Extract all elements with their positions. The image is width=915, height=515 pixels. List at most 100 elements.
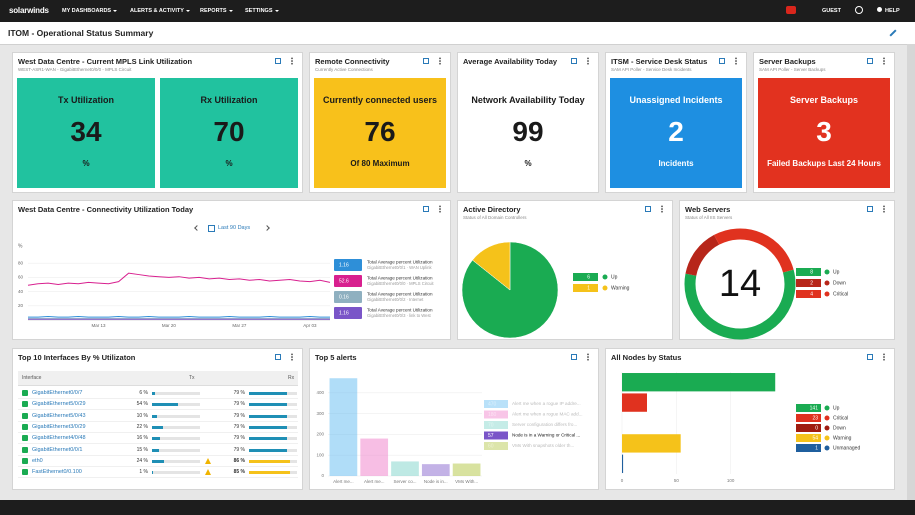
open-icon[interactable] (275, 58, 281, 64)
legend-value: 1.16 (339, 310, 349, 316)
menu-icon[interactable] (587, 57, 589, 65)
donut-segment (684, 269, 796, 340)
interface-icon (22, 469, 28, 476)
interface-link[interactable]: GigabitEthernet3/0/29 (32, 423, 86, 430)
widget-title: Top 5 alerts (315, 353, 357, 362)
interface-link[interactable]: GigabitEthernet0/0/7 (32, 390, 83, 396)
kpi-unit: % (225, 159, 233, 168)
row-divider (18, 454, 298, 456)
row-divider (18, 409, 298, 411)
menu-icon[interactable] (439, 57, 441, 65)
interface-icon (22, 435, 28, 442)
legend-value: 4 (810, 291, 813, 297)
legend-value: 1.16 (339, 262, 349, 268)
rx-bar (249, 403, 287, 407)
legend-swatch (796, 424, 821, 432)
bar (421, 464, 450, 476)
tx-bar (152, 403, 178, 407)
y-tick-label: 40 (18, 289, 24, 294)
legend-name: Total Average percent Utilization (367, 260, 433, 265)
open-icon[interactable] (423, 206, 429, 212)
search-icon[interactable] (855, 6, 863, 14)
menu-icon[interactable] (883, 205, 885, 213)
rx-label: 79 % (233, 446, 245, 453)
open-icon[interactable] (571, 354, 577, 360)
tx-label: 6 % (139, 390, 148, 396)
interface-link[interactable]: GigabitEthernet0/0/1 (32, 446, 83, 453)
menu-icon[interactable] (291, 353, 293, 361)
tx-bar (152, 448, 160, 452)
interface-link[interactable]: GigabitEthernet5/0/29 (32, 401, 86, 408)
column-header: Interface (22, 375, 42, 381)
legend-detail: GigabitEthernet0/0/2 · Internet (367, 297, 424, 302)
menu-icon[interactable] (883, 353, 885, 361)
help-link[interactable]: HELP (885, 8, 900, 14)
nav-menu[interactable]: ALERTS & ACTIVITY (130, 8, 184, 14)
period-picker[interactable]: Last 90 Days (218, 225, 251, 231)
open-icon[interactable] (867, 58, 873, 64)
rx-bar (249, 392, 287, 395)
x-tick-label: Server co... (393, 479, 416, 484)
nav-menu[interactable]: MY DASHBOARDS (62, 8, 112, 14)
interface-link[interactable]: eth0 (32, 457, 43, 464)
legend-label: VMs With snapshots older th... (512, 443, 574, 448)
legend-value: 6 (587, 274, 590, 280)
open-icon[interactable] (571, 58, 577, 64)
alert-badge[interactable] (786, 6, 796, 14)
user-menu[interactable]: GUEST (822, 8, 841, 14)
nav-menu[interactable]: SETTINGS (245, 8, 273, 14)
widget (309, 348, 599, 490)
widget-title: All Nodes by Status (611, 353, 682, 362)
tx-label: 22 % (136, 423, 148, 430)
kpi-tile (610, 78, 742, 188)
legend-value: 141 (810, 405, 819, 411)
widget-title: ITSM - Service Desk Status (611, 57, 708, 66)
bar (622, 434, 681, 453)
kpi-unit: % (524, 159, 532, 168)
bar-track (152, 471, 200, 475)
menu-icon[interactable] (735, 57, 737, 65)
rx-bar (249, 437, 287, 441)
bar-track (152, 459, 200, 463)
interface-link[interactable]: GigabitEthernet4/0/48 (32, 435, 86, 442)
interface-link[interactable]: GigabitEthernet5/0/43 (32, 412, 86, 419)
interface-icon (22, 401, 28, 408)
bar-track (152, 425, 200, 429)
kpi-tile (462, 78, 594, 188)
legend-swatch (484, 400, 508, 408)
tx-label: 10 % (136, 412, 148, 419)
status-icon (824, 415, 830, 421)
donut-total: 14 (719, 263, 761, 305)
legend-value: 1 (587, 285, 590, 291)
open-icon[interactable] (867, 354, 873, 360)
rx-bar (249, 448, 287, 452)
widget-title: Remote Connectivity (315, 57, 390, 66)
legend-label: Server configuration differs fro... (512, 422, 577, 427)
menu-icon[interactable] (439, 205, 441, 213)
dropdown-caret (275, 10, 279, 14)
bar (452, 463, 481, 476)
nav-menu[interactable]: REPORTS (200, 8, 227, 14)
open-icon[interactable] (719, 58, 725, 64)
legend-swatch (796, 444, 821, 452)
menu-icon[interactable] (883, 57, 885, 65)
open-icon[interactable] (275, 354, 281, 360)
page-title: ITOM - Operational Status Summary (8, 28, 154, 38)
kpi-value: 34 (70, 116, 102, 147)
menu-icon[interactable] (587, 353, 589, 361)
interface-link[interactable]: FastEthernet0/0.100 (32, 469, 82, 476)
kpi-unit: Failed Backups Last 24 Hours (767, 159, 881, 168)
open-icon[interactable] (423, 58, 429, 64)
logo: solarwinds (9, 6, 49, 15)
widget-subtitle: Currently Active Connections (315, 67, 373, 72)
rx-label: 79 % (233, 390, 245, 396)
open-icon[interactable] (867, 206, 873, 212)
menu-icon[interactable] (661, 205, 663, 213)
open-icon[interactable] (645, 206, 651, 212)
bar (329, 378, 358, 476)
x-tick-label: Apr 03 (303, 323, 317, 328)
bar-track (152, 414, 200, 418)
menu-icon[interactable] (291, 57, 293, 65)
